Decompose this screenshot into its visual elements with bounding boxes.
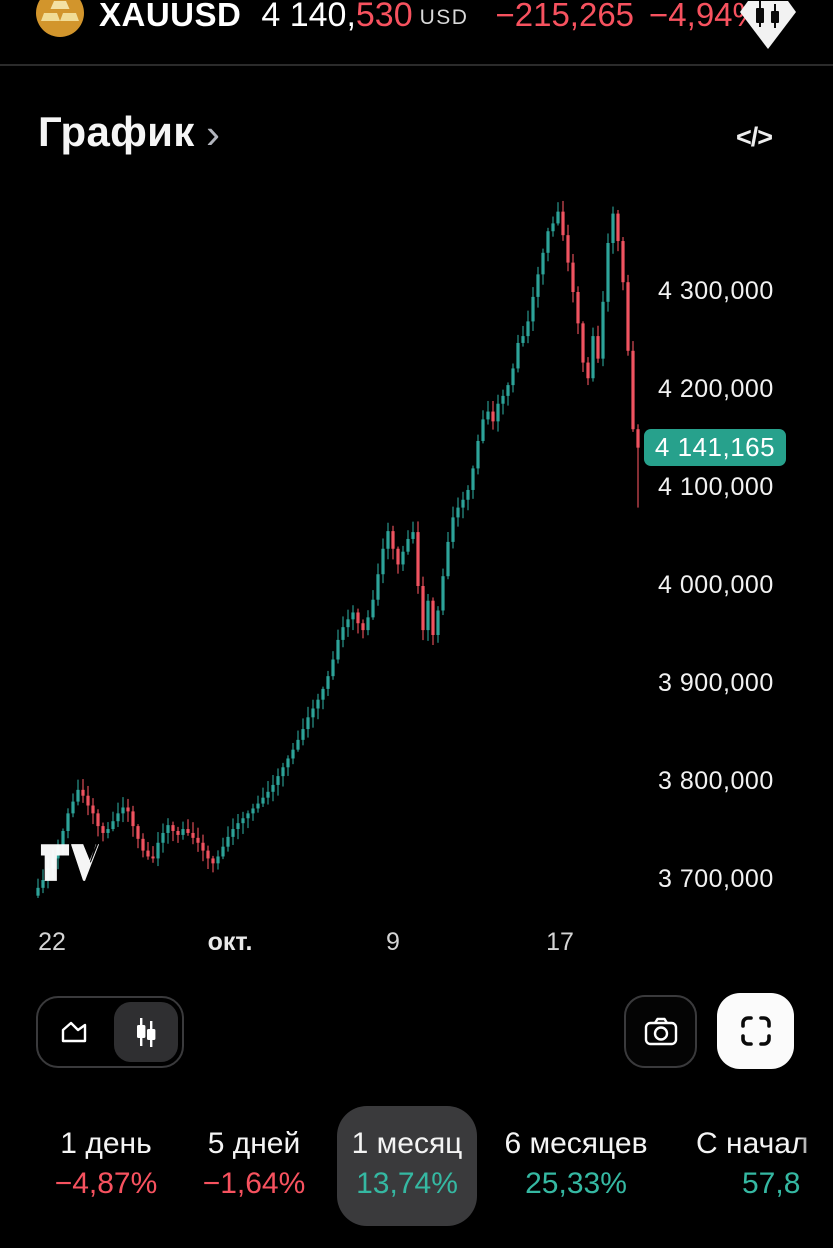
tab-change: −1,64% bbox=[202, 1167, 306, 1200]
price-fraction: 530 bbox=[355, 0, 413, 34]
tab-1-month[interactable]: 1 месяц 13,74% bbox=[337, 1126, 477, 1204]
tab-label: 1 месяц bbox=[351, 1127, 463, 1160]
last-price-badge: 4 141,165 bbox=[644, 429, 786, 467]
tradingview-watermark-icon bbox=[40, 844, 100, 881]
change-absolute: −215,265 bbox=[495, 0, 635, 33]
code-embed-icon[interactable]: </> bbox=[736, 122, 773, 152]
section-title[interactable]: График bbox=[38, 108, 195, 155]
candles-chart-icon bbox=[137, 1018, 156, 1047]
tab-6-months[interactable]: 6 месяцев 25,33% bbox=[498, 1126, 654, 1204]
tab-change: 25,33% bbox=[525, 1167, 627, 1200]
price-tick: 3 800,000 bbox=[658, 767, 774, 795]
time-tick: окт. bbox=[207, 928, 253, 956]
ticker-bar: XAUUSD 4 140, 530 USD −215,265 −4,94% bbox=[0, 0, 833, 62]
tab-label: 1 день bbox=[60, 1127, 152, 1160]
screenshot-button[interactable] bbox=[624, 995, 697, 1068]
tab-label: 5 дней bbox=[207, 1127, 301, 1160]
area-chart-button[interactable] bbox=[42, 1002, 106, 1062]
fullscreen-button[interactable] bbox=[717, 993, 794, 1069]
time-tick: 22 bbox=[38, 928, 66, 956]
time-tick: 17 bbox=[546, 928, 574, 956]
price-tick: 3 900,000 bbox=[658, 669, 774, 697]
chart-type-toggle[interactable] bbox=[36, 996, 184, 1068]
candles-chart-button[interactable] bbox=[114, 1002, 178, 1062]
currency-label: USD bbox=[419, 6, 469, 29]
price-tick: 4 300,000 bbox=[658, 277, 774, 305]
tab-ytd[interactable]: С начал 57,8 bbox=[696, 1126, 833, 1204]
tab-change: 57,8 bbox=[742, 1167, 801, 1200]
price-tick: 3 700,000 bbox=[658, 865, 774, 893]
gold-bars-icon bbox=[36, 0, 84, 37]
fullscreen-icon bbox=[740, 1016, 771, 1046]
price-tick: 4 200,000 bbox=[658, 375, 774, 403]
section-divider bbox=[0, 64, 833, 66]
tab-5-days[interactable]: 5 дней −1,64% bbox=[184, 1126, 324, 1204]
time-tick: 9 bbox=[386, 928, 400, 956]
edge-fade bbox=[797, 1100, 833, 1236]
tab-label: 6 месяцев bbox=[504, 1127, 648, 1160]
ticker-row: XAUUSD 4 140, 530 USD −215,265 −4,94% bbox=[99, 0, 762, 35]
candles-gem-icon[interactable] bbox=[740, 0, 796, 53]
camera-icon bbox=[644, 1017, 677, 1045]
price-tick: 4 100,000 bbox=[658, 473, 774, 501]
price-tick: 4 000,000 bbox=[658, 571, 774, 599]
change-percent: −4,94% bbox=[649, 0, 762, 33]
selected-tab-pill bbox=[337, 1106, 477, 1226]
tab-label: С начал bbox=[696, 1127, 809, 1160]
tab-1-day[interactable]: 1 день −4,87% bbox=[36, 1126, 176, 1204]
chevron-right-icon[interactable]: › bbox=[206, 110, 220, 157]
tab-change: −4,87% bbox=[54, 1167, 158, 1200]
tab-change: 13,74% bbox=[356, 1167, 458, 1200]
area-chart-icon bbox=[61, 1021, 87, 1043]
symbol-name: XAUUSD bbox=[99, 0, 242, 33]
price-value: 4 140, bbox=[261, 0, 356, 34]
